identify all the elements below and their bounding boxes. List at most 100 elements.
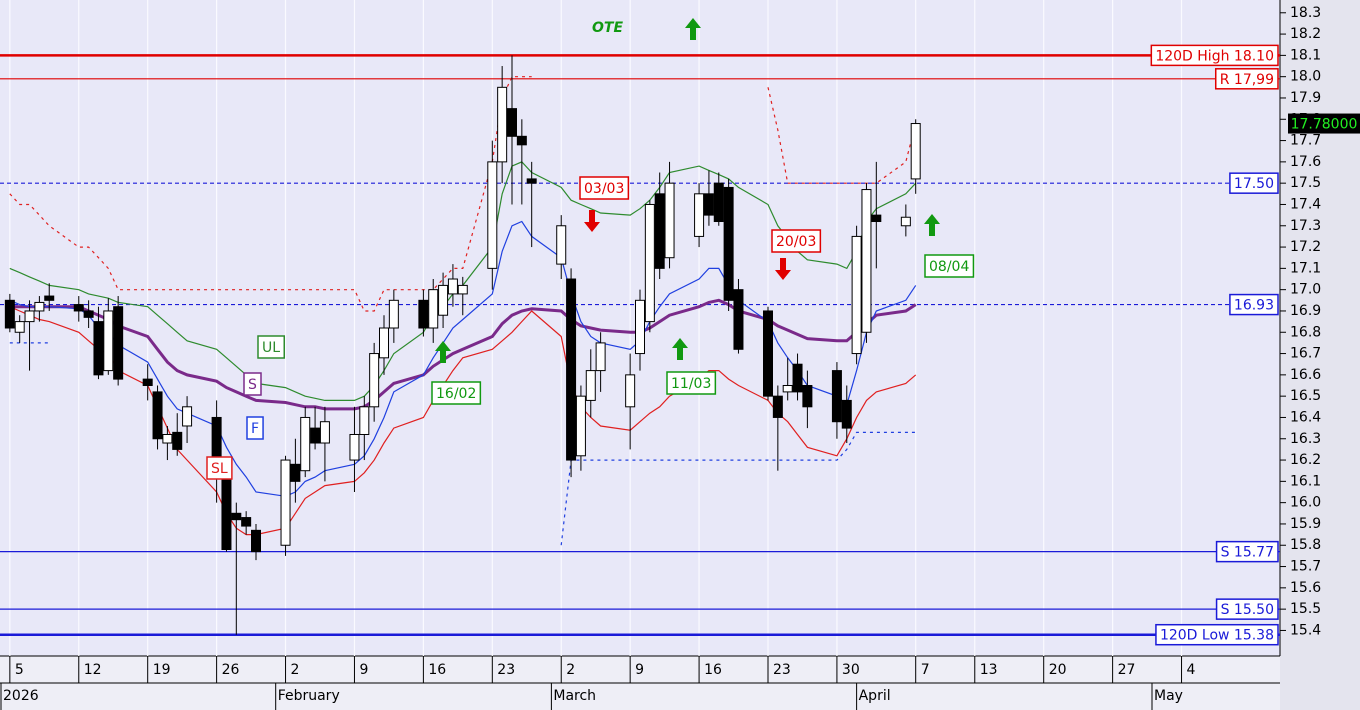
candle-body [644, 203, 655, 323]
y-tick-label: 17.0 [1290, 282, 1321, 298]
y-tick-label: 16.6 [1290, 367, 1321, 383]
line-label: S [248, 377, 257, 393]
y-tick-label: 15.5 [1290, 601, 1321, 617]
candle-body [664, 182, 675, 259]
candle-body [221, 476, 232, 551]
candle-body [851, 235, 862, 355]
candle-body [792, 363, 803, 393]
candle-body [900, 216, 911, 227]
level-label-text: R 17,99 [1220, 72, 1274, 88]
level-label: S 15.77 [1215, 540, 1279, 563]
candle-body [369, 353, 380, 408]
candle-body [428, 289, 439, 329]
y-tick-label: 17.5 [1290, 175, 1321, 191]
x-tick-label: 2 [566, 662, 575, 678]
candle-body [585, 370, 596, 401]
candle-body [319, 421, 330, 444]
annotation-label: 03/03 [584, 181, 624, 197]
y-tick-label: 16.9 [1290, 303, 1321, 319]
candle-body [713, 182, 724, 223]
candle-body [831, 370, 842, 423]
y-tick-label: 15.9 [1290, 516, 1321, 532]
annotation-label: 08/04 [929, 259, 969, 275]
y-tick-label: 16.8 [1290, 324, 1321, 340]
x-tick-label: 9 [635, 662, 644, 678]
candle-body [772, 395, 783, 418]
x-tick-label: 19 [153, 662, 171, 678]
annotation-arrow [672, 338, 688, 360]
candle-body [290, 463, 301, 482]
candle-body [910, 123, 921, 180]
candle-body [516, 135, 527, 146]
y-tick-label: 17.6 [1290, 154, 1321, 170]
y-tick-label: 16.1 [1290, 473, 1321, 489]
candle-body [635, 299, 645, 355]
candle-body [438, 284, 449, 316]
candle-body [310, 427, 321, 444]
annotation-box [579, 176, 630, 200]
level-label-text: 16.93 [1234, 298, 1274, 314]
x-tick-label: 26 [222, 662, 240, 678]
x-tick-label: 23 [773, 662, 791, 678]
line-label: F [251, 421, 259, 437]
y-tick-label: 16.5 [1290, 388, 1321, 404]
candle-body [861, 189, 872, 333]
line-label-box [257, 335, 285, 359]
level-label: 17.50 [1229, 172, 1279, 194]
candle-body [497, 86, 508, 163]
level-label-box [1214, 68, 1279, 90]
candle-body [83, 310, 94, 318]
candle-body [802, 385, 813, 408]
level-label-box [1215, 598, 1279, 620]
candle-body [841, 399, 852, 429]
candle-body [300, 416, 311, 472]
month-label: 2026 [3, 688, 39, 704]
candles [4, 55, 921, 635]
annotation-label: 20/03 [776, 234, 816, 250]
candle-body [418, 299, 429, 329]
candle-body [487, 161, 498, 269]
candle-body [152, 391, 163, 440]
candle-body [694, 193, 705, 237]
last-price-label: 17.78000 [1291, 117, 1358, 133]
annotation-box [771, 229, 822, 253]
candle-body [182, 406, 193, 427]
candle-body [44, 295, 55, 301]
level-label: 120D High 18.10 [1150, 44, 1279, 67]
candle-body [763, 310, 773, 397]
level-label-box [1155, 623, 1279, 646]
annotation-title: OTE [592, 20, 623, 36]
y-tick-label: 18.1 [1290, 47, 1321, 63]
candle-body [162, 433, 173, 444]
annotation-arrow [924, 214, 940, 236]
y-tick-label: 17.7 [1290, 133, 1321, 149]
indicator-line [9, 76, 917, 312]
y-tick-label: 17.3 [1290, 218, 1321, 234]
candle-body [595, 342, 606, 372]
candle-body [93, 321, 104, 376]
annotation-label: 16/02 [436, 386, 476, 402]
y-tick-label: 15.7 [1290, 559, 1321, 575]
candle-body [251, 529, 261, 553]
level-label-box [1229, 172, 1279, 194]
level-label: 16.93 [1229, 293, 1279, 316]
candle-body [526, 178, 537, 184]
candle-body [349, 433, 360, 461]
y-tick-label: 17.9 [1290, 90, 1321, 106]
candle-body [507, 108, 517, 137]
annotation-arrow [435, 341, 451, 363]
x-tick-label: 16 [704, 662, 722, 678]
level-label-text: 17.50 [1234, 176, 1274, 192]
line-label: UL [262, 340, 280, 356]
y-tick-label: 18.0 [1290, 69, 1321, 85]
candle-body [447, 278, 458, 295]
y-tick-label: 18.3 [1290, 5, 1321, 21]
x-tick-label: 16 [428, 662, 446, 678]
candle-body [379, 327, 389, 359]
y-tick-label: 16.7 [1290, 346, 1321, 362]
month-label: April [859, 688, 891, 704]
candle-body [566, 278, 577, 461]
y-tick-label: 16.4 [1290, 409, 1321, 425]
line-label-box [206, 456, 233, 480]
x-tick-label: 4 [1187, 662, 1196, 678]
